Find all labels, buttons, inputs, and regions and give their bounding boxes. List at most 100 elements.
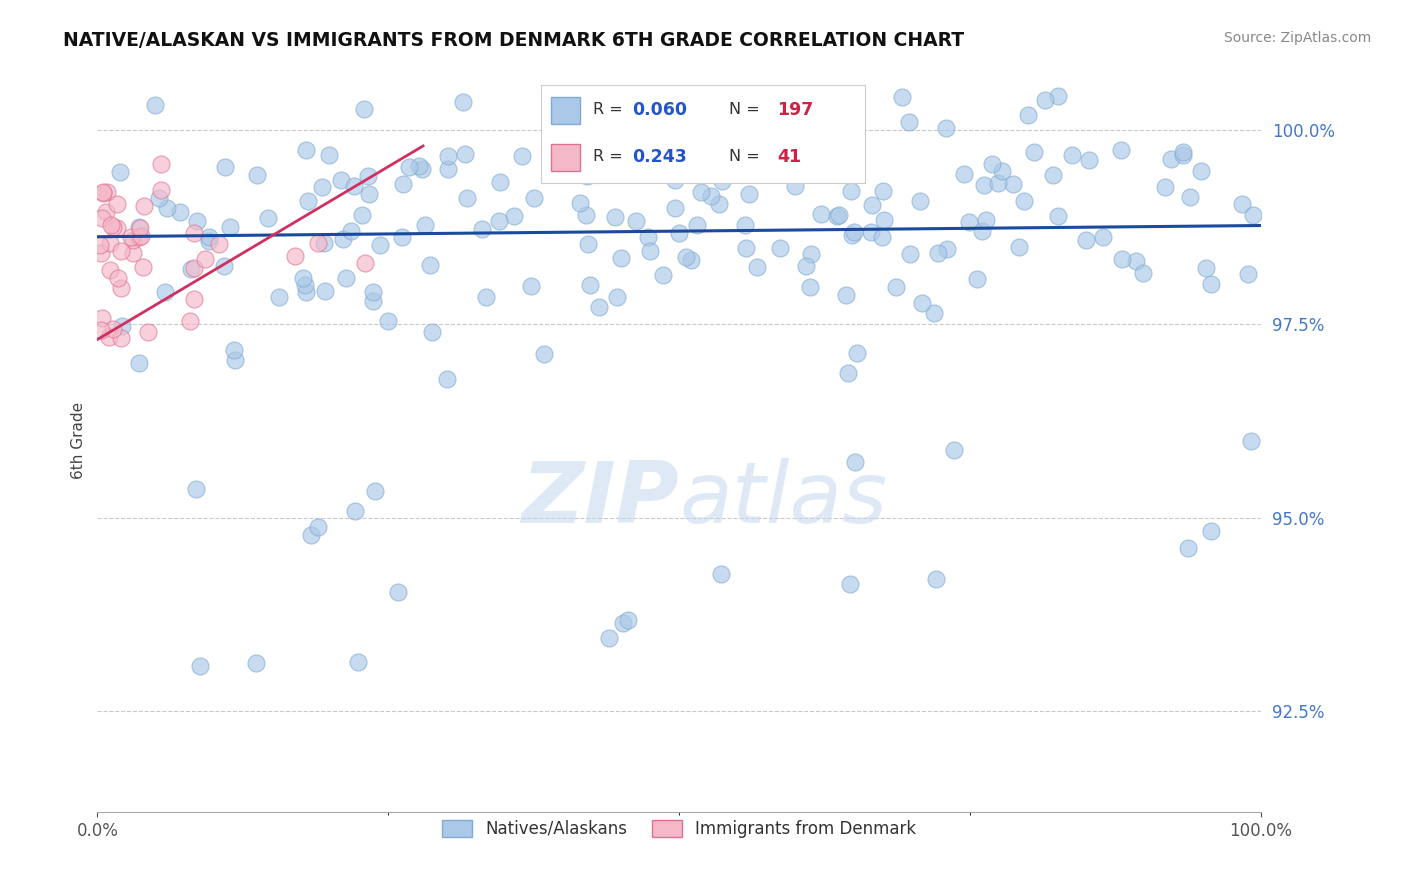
Point bbox=[307, 520, 329, 534]
Point bbox=[575, 161, 598, 175]
Point bbox=[664, 201, 686, 215]
Point bbox=[1132, 266, 1154, 280]
Point bbox=[859, 225, 882, 239]
Point bbox=[624, 214, 647, 228]
Point bbox=[454, 147, 477, 161]
Point bbox=[121, 233, 143, 247]
Point bbox=[800, 247, 823, 261]
FancyBboxPatch shape bbox=[551, 144, 581, 171]
Point bbox=[759, 137, 782, 152]
Point bbox=[91, 185, 114, 199]
Point bbox=[934, 120, 956, 135]
Point bbox=[488, 175, 510, 189]
Point bbox=[352, 208, 374, 222]
Text: Source: ZipAtlas.com: Source: ZipAtlas.com bbox=[1223, 31, 1371, 45]
Point bbox=[344, 504, 367, 518]
Point bbox=[156, 201, 179, 215]
Point bbox=[872, 230, 894, 244]
Point bbox=[841, 184, 863, 198]
Point bbox=[911, 296, 934, 310]
Point bbox=[335, 271, 357, 285]
Point bbox=[770, 139, 793, 153]
Text: R =: R = bbox=[593, 103, 628, 117]
Point bbox=[96, 185, 118, 199]
Point bbox=[451, 95, 474, 109]
Point bbox=[734, 241, 756, 255]
Text: N =: N = bbox=[728, 149, 765, 164]
Point bbox=[90, 246, 112, 260]
Point bbox=[797, 127, 820, 141]
Point bbox=[361, 285, 384, 300]
Point bbox=[128, 356, 150, 370]
Point bbox=[1237, 267, 1260, 281]
Point bbox=[583, 120, 606, 135]
Point bbox=[1060, 148, 1083, 162]
Point bbox=[675, 250, 697, 264]
Point bbox=[834, 288, 856, 302]
Point bbox=[689, 147, 711, 161]
Point bbox=[110, 244, 132, 259]
Point bbox=[952, 167, 974, 181]
Point bbox=[973, 178, 995, 192]
Point bbox=[1125, 253, 1147, 268]
Point bbox=[873, 212, 896, 227]
Point bbox=[924, 572, 946, 586]
Point bbox=[685, 218, 707, 232]
Point bbox=[908, 194, 931, 208]
Point bbox=[579, 277, 602, 292]
Point bbox=[1171, 145, 1194, 159]
Text: 0.243: 0.243 bbox=[631, 148, 686, 166]
Point bbox=[353, 102, 375, 116]
Point bbox=[1177, 541, 1199, 556]
Point bbox=[966, 272, 988, 286]
Point bbox=[799, 279, 821, 293]
Point bbox=[183, 292, 205, 306]
Point bbox=[134, 199, 156, 213]
Point bbox=[697, 134, 720, 148]
Point bbox=[730, 158, 752, 172]
Point bbox=[398, 160, 420, 174]
Point bbox=[738, 186, 761, 201]
Point bbox=[685, 92, 707, 106]
Point bbox=[208, 237, 231, 252]
Point bbox=[844, 455, 866, 469]
Point bbox=[610, 252, 633, 266]
Point bbox=[689, 185, 711, 199]
Point bbox=[222, 343, 245, 358]
Point bbox=[1154, 179, 1177, 194]
Point bbox=[128, 219, 150, 234]
Point bbox=[284, 249, 307, 263]
Point bbox=[212, 260, 235, 274]
Point bbox=[377, 314, 399, 328]
Point bbox=[198, 234, 221, 248]
FancyBboxPatch shape bbox=[551, 96, 581, 124]
Point bbox=[603, 210, 626, 224]
Point bbox=[1074, 233, 1097, 247]
Point bbox=[884, 280, 907, 294]
Point bbox=[576, 236, 599, 251]
Point bbox=[794, 259, 817, 273]
Point bbox=[710, 174, 733, 188]
Point bbox=[1077, 153, 1099, 167]
Point bbox=[981, 157, 1004, 171]
Point bbox=[122, 245, 145, 260]
Point bbox=[100, 218, 122, 232]
Point bbox=[108, 165, 131, 179]
Point bbox=[297, 194, 319, 209]
Point bbox=[503, 209, 526, 223]
Point bbox=[347, 655, 370, 669]
Point bbox=[246, 168, 269, 182]
Point bbox=[256, 211, 278, 226]
Point bbox=[810, 207, 832, 221]
Point bbox=[110, 281, 132, 295]
Point bbox=[408, 160, 430, 174]
Point bbox=[872, 184, 894, 198]
Point bbox=[598, 631, 620, 645]
Point bbox=[194, 252, 217, 267]
Point bbox=[420, 326, 443, 340]
Point bbox=[368, 238, 391, 252]
Point bbox=[924, 306, 946, 320]
Point bbox=[314, 284, 336, 298]
Point bbox=[357, 186, 380, 201]
Point bbox=[437, 162, 460, 177]
